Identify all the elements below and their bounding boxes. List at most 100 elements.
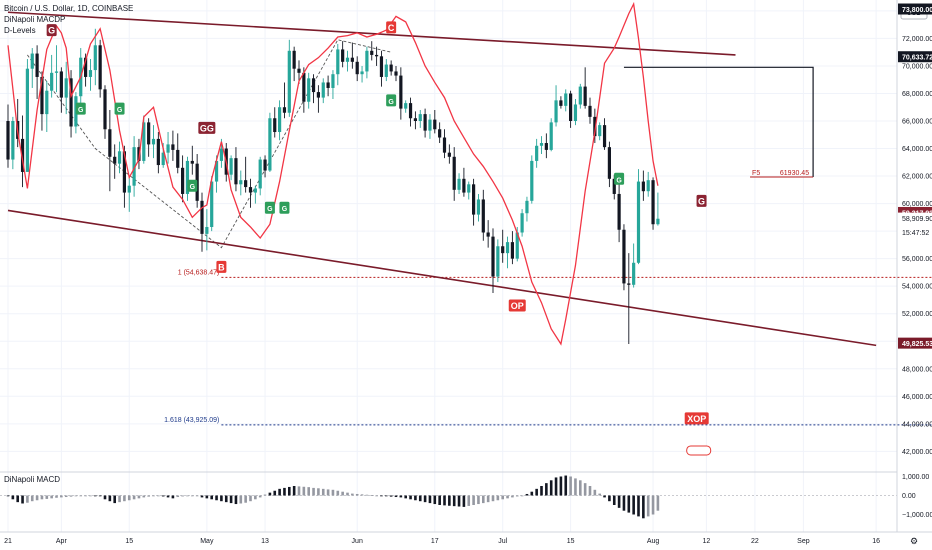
macd-bar (646, 495, 650, 517)
candle-body (375, 54, 379, 57)
time-tick-label: 17 (431, 538, 439, 545)
candle-body (646, 180, 650, 192)
candle-body (113, 156, 117, 164)
target-box-value: 61930.45 (780, 170, 809, 177)
candle-body (418, 114, 422, 121)
candle-body (219, 148, 223, 161)
candle-body (11, 121, 15, 160)
candle-body (117, 151, 122, 164)
candle-body (433, 119, 437, 130)
candle-body (389, 64, 393, 72)
time-tick-label: 16 (872, 538, 880, 545)
macd-bar (593, 489, 597, 496)
price-label-box (898, 206, 932, 218)
macd-bar (443, 495, 446, 506)
price-label-text: 73,800.00 (902, 7, 932, 14)
candle-body (447, 152, 451, 157)
macd-bar (525, 493, 529, 496)
macd-bar (176, 495, 180, 498)
macd-bar (423, 495, 427, 503)
macd-bar (302, 486, 306, 496)
candle-body (612, 178, 616, 194)
price-tick-label: 46,000.00 (902, 394, 932, 401)
candle-body (564, 93, 568, 106)
macd-bar (603, 495, 606, 498)
macd-bar (103, 495, 107, 500)
price-tick-label: 56,000.00 (902, 256, 932, 263)
macd-bar (588, 486, 592, 496)
candle-body (428, 119, 432, 131)
candle-body (355, 61, 359, 75)
candle-body (234, 158, 238, 185)
candle-body (84, 57, 88, 77)
macd-bar (326, 489, 330, 496)
macd-bar (530, 491, 534, 496)
macd-bar (161, 495, 165, 497)
candle-body (569, 93, 573, 121)
macd-bar (477, 495, 480, 505)
candle-body (263, 159, 267, 171)
candle-body (239, 180, 243, 185)
flag-icon (686, 445, 712, 456)
price-tick-label: 62,000.00 (902, 174, 932, 181)
macd-bar (501, 495, 504, 500)
candle-body (384, 64, 388, 77)
candle-body (379, 56, 384, 77)
pattern-label-box (279, 201, 290, 214)
price-tick-label: 70,000.00 (902, 63, 932, 70)
time-tick-label: 21 (4, 538, 12, 545)
macd-bar (331, 489, 335, 496)
time-tick-label: Sep (797, 538, 810, 545)
candle-body (40, 76, 44, 115)
candle-body (394, 71, 398, 76)
candle-body (185, 160, 190, 194)
candle-body (370, 50, 374, 55)
candle-body (287, 50, 291, 113)
macd-bar (60, 495, 63, 498)
candle-body (520, 213, 524, 233)
macd-bar (462, 495, 466, 507)
price-tick-label: 60,000.00 (902, 201, 932, 208)
fibonacci-levels: 1 (54,638.47) 1.618 (43,925.09) (164, 269, 932, 426)
candle-body (229, 158, 233, 175)
pattern-label-box (198, 121, 216, 134)
pattern-label-text: G (117, 107, 123, 114)
macd-bar (428, 495, 432, 504)
candle-body (476, 199, 481, 215)
candle-body (365, 50, 369, 72)
macd-bar (540, 486, 543, 496)
macd-bar (157, 495, 160, 497)
macd-bar (375, 495, 378, 497)
fib-level-label: 1.618 (43,925.09) (164, 417, 219, 424)
candle-body (161, 152, 165, 166)
candle-body (457, 178, 461, 190)
macd-bar (506, 495, 509, 499)
candle-body (30, 53, 34, 69)
macd-bar (394, 495, 398, 498)
macd-bar (249, 495, 252, 502)
candle-body (651, 180, 655, 225)
candle-body (151, 138, 156, 145)
price-label-box (898, 212, 932, 224)
pattern-label-text: G (78, 107, 84, 114)
time-tick-label: May (200, 538, 214, 545)
macd-bar (535, 488, 538, 496)
macd-bar (191, 495, 194, 497)
macd-bar (365, 494, 369, 496)
price-axis[interactable]: USD42,000.0044,000.0046,000.0048,000.005… (896, 0, 932, 532)
pattern-label-box (386, 94, 397, 107)
macd-bar (21, 495, 24, 504)
candle-body (573, 104, 578, 121)
candle-body (292, 50, 296, 69)
candle-body (554, 100, 558, 123)
macd-histogram-pane (0, 475, 897, 519)
macd-bar (656, 495, 660, 511)
candle-body (98, 45, 102, 90)
time-axis[interactable]: 21Apr15May13Jun17Jul15Aug1222Sep16Oct⚙ (0, 531, 932, 546)
candle-body (253, 188, 257, 193)
price-label-text: 49,825.53 (902, 341, 932, 348)
target-box: F5 61930.45 (623, 66, 814, 178)
macd-bar (239, 495, 243, 504)
macd-bar (268, 492, 272, 496)
